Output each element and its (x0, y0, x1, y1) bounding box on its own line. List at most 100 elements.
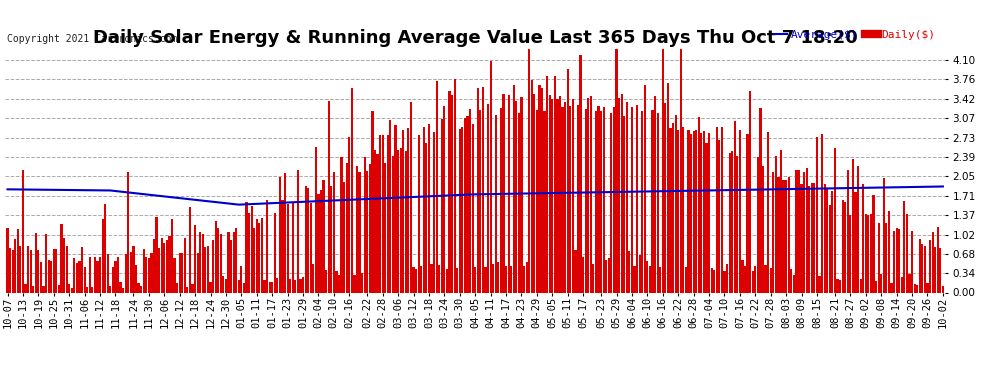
Bar (621, 94, 623, 292)
Bar (716, 127, 718, 292)
Bar (924, 246, 926, 292)
Bar (582, 257, 584, 292)
Bar (40, 262, 42, 292)
Bar (387, 135, 389, 292)
Bar (816, 137, 818, 292)
Bar (482, 87, 484, 292)
Bar (112, 267, 114, 292)
Bar (585, 110, 587, 292)
Bar (394, 124, 397, 292)
Bar (569, 106, 571, 292)
Bar (294, 280, 296, 292)
Bar (318, 194, 320, 292)
Bar (623, 116, 626, 292)
Bar (420, 266, 423, 292)
Bar (734, 122, 736, 292)
Bar (63, 238, 65, 292)
Bar (233, 232, 235, 292)
Bar (230, 240, 233, 292)
Bar (292, 203, 294, 292)
Bar (484, 267, 486, 292)
Bar (680, 49, 682, 292)
Bar (83, 267, 86, 292)
Bar (284, 173, 286, 292)
Bar (336, 272, 338, 292)
Bar (698, 117, 700, 292)
Bar (446, 269, 448, 292)
Bar (819, 276, 821, 292)
Bar (381, 135, 384, 292)
Bar (890, 283, 893, 292)
Bar (711, 268, 713, 292)
Bar (769, 268, 772, 292)
Bar (426, 143, 428, 292)
Bar (86, 287, 88, 292)
Bar (325, 270, 328, 292)
Bar (458, 129, 461, 292)
Bar (737, 156, 739, 292)
Bar (677, 130, 679, 292)
Bar (597, 106, 600, 292)
Bar (495, 115, 497, 292)
Bar (656, 113, 658, 292)
Bar (500, 108, 502, 292)
Bar (271, 282, 273, 292)
Bar (312, 264, 315, 292)
Bar (521, 98, 523, 292)
Bar (353, 275, 355, 292)
Bar (241, 266, 243, 292)
Bar (608, 258, 610, 292)
Bar (160, 238, 162, 292)
Bar (877, 223, 880, 292)
Bar (6, 228, 9, 292)
Bar (30, 250, 32, 292)
Bar (418, 135, 420, 292)
Bar (577, 105, 579, 292)
Bar (526, 262, 528, 292)
Bar (392, 156, 394, 292)
Bar (837, 279, 839, 292)
Bar (225, 279, 227, 292)
Bar (341, 157, 343, 292)
Bar (150, 253, 152, 292)
Bar (397, 150, 399, 292)
Bar (564, 102, 566, 292)
Bar (14, 239, 16, 292)
Bar (433, 132, 436, 292)
Bar (849, 215, 851, 292)
Bar (795, 170, 798, 292)
Bar (140, 285, 143, 292)
Bar (862, 184, 864, 292)
Bar (713, 270, 715, 292)
Bar (155, 217, 157, 292)
Bar (120, 282, 122, 292)
Bar (361, 273, 363, 292)
Bar (199, 232, 201, 292)
Bar (541, 88, 544, 292)
Bar (927, 283, 929, 292)
Bar (780, 150, 782, 292)
Bar (45, 234, 48, 292)
Bar (896, 228, 898, 292)
Bar (258, 223, 260, 292)
Bar (328, 100, 330, 292)
Bar (38, 250, 40, 292)
Bar (163, 243, 165, 292)
Bar (266, 201, 268, 292)
Bar (255, 219, 257, 292)
Bar (631, 108, 633, 292)
Bar (65, 246, 67, 292)
Bar (60, 224, 62, 292)
Bar (407, 128, 410, 292)
Bar (243, 282, 245, 292)
Bar (122, 288, 125, 292)
Bar (363, 157, 365, 292)
Bar (846, 170, 848, 292)
Bar (592, 264, 595, 292)
Bar (669, 128, 671, 292)
Bar (109, 286, 112, 292)
Bar (238, 280, 240, 292)
Bar (102, 219, 104, 292)
Bar (358, 172, 360, 292)
Bar (603, 107, 605, 292)
